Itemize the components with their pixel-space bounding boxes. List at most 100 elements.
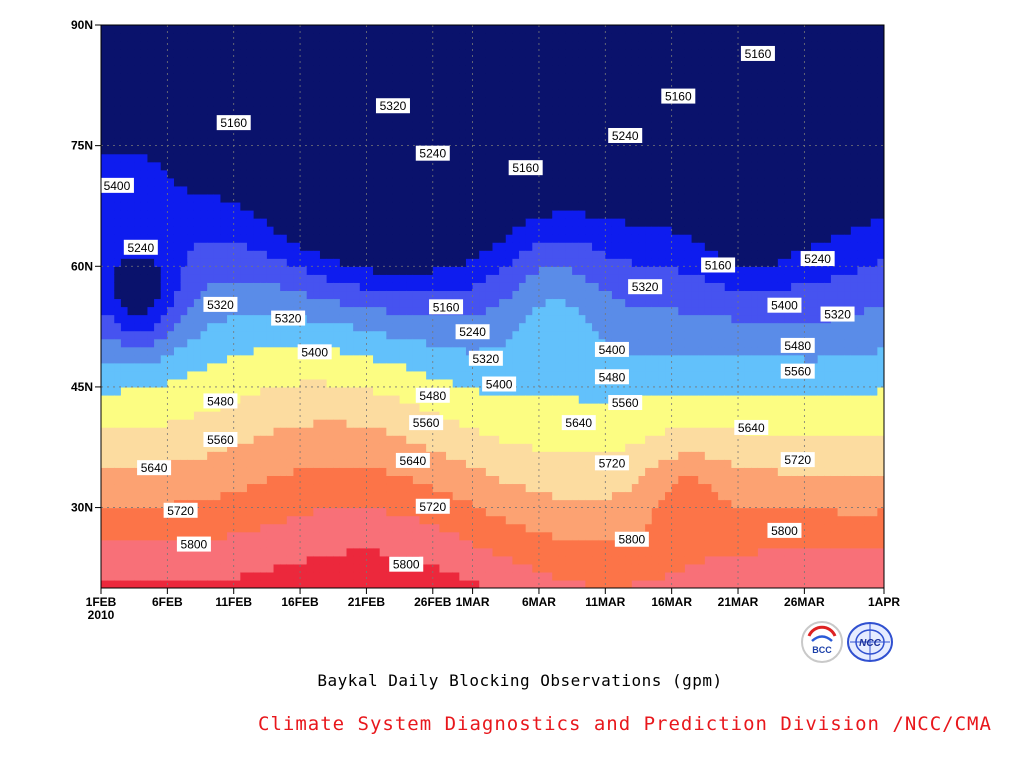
contour-cell [200, 161, 208, 171]
contour-cell [472, 475, 480, 485]
contour-cell [120, 539, 129, 549]
contour-cell [366, 121, 374, 131]
contour-cell [213, 250, 222, 259]
contour-cell [459, 193, 467, 203]
contour-cell [180, 201, 188, 211]
contour-cell [373, 234, 381, 243]
contour-cell [326, 41, 334, 50]
contour-cell [545, 386, 553, 396]
contour-cell [220, 515, 228, 525]
contour-cell [406, 218, 414, 227]
contour-cell [180, 451, 188, 460]
contour-cell [193, 161, 202, 171]
contour-cell [545, 435, 553, 444]
contour-cell [107, 427, 115, 436]
contour-cell [346, 523, 354, 533]
contour-cell [558, 250, 567, 259]
contour-cell [260, 234, 268, 243]
contour-cell [180, 330, 188, 340]
contour-cell [479, 467, 487, 476]
contour-cell [147, 563, 155, 573]
contour-cell [193, 362, 202, 372]
contour-cell [286, 57, 295, 66]
contour-cell [240, 57, 248, 66]
contour-cell [114, 274, 122, 283]
contour-cell [565, 370, 573, 380]
contour-cell [240, 250, 248, 259]
contour-cell [359, 370, 368, 380]
contour-cell [353, 499, 361, 509]
contour-cell [439, 274, 447, 283]
contour-cell [167, 193, 175, 203]
contour-cell [101, 555, 109, 565]
contour-cell [114, 354, 122, 364]
contour-cell [120, 33, 129, 42]
contour-cell [280, 113, 288, 123]
contour-cell [313, 515, 321, 525]
contour-cell [233, 443, 241, 452]
contour-cell [293, 41, 301, 50]
contour-cell [193, 491, 202, 501]
contour-cell [114, 411, 122, 420]
contour-cell [399, 322, 407, 332]
contour-cell [300, 362, 308, 372]
contour-cell [167, 201, 175, 211]
contour-cell [246, 475, 255, 485]
contour-cell [366, 97, 374, 107]
contour-cell [426, 354, 434, 364]
contour-cell [313, 33, 321, 42]
contour-cell [373, 153, 381, 163]
contour-cell [300, 290, 308, 300]
contour-cell [193, 435, 202, 444]
contour-cell [193, 145, 202, 155]
contour-cell [140, 507, 149, 517]
contour-cell [286, 177, 295, 187]
contour-cell [187, 555, 195, 565]
contour-cell [200, 411, 208, 420]
contour-cell [505, 250, 514, 259]
contour-cell [193, 571, 202, 581]
contour-cell [246, 306, 255, 316]
contour-cell [120, 435, 129, 444]
contour-cell [233, 161, 241, 171]
contour-cell [300, 523, 308, 533]
contour-cell [512, 346, 520, 356]
contour-cell [558, 266, 567, 275]
contour-cell [552, 274, 560, 283]
contour-cell [134, 25, 142, 34]
contour-cell [167, 491, 175, 501]
contour-cell [392, 443, 401, 452]
contour-cell [538, 105, 547, 115]
contour-cell [200, 579, 208, 588]
contour-cell [552, 113, 560, 123]
contour-cell [101, 201, 109, 211]
contour-cell [512, 531, 520, 541]
contour-cell [273, 73, 281, 82]
contour-cell [558, 161, 567, 171]
contour-cell [545, 467, 553, 476]
contour-cell [499, 531, 507, 541]
contour-cell [306, 226, 314, 235]
contour-cell [565, 282, 573, 292]
contour-cell [286, 193, 295, 203]
contour-cell [280, 81, 288, 90]
contour-cell [439, 169, 447, 179]
contour-cell [572, 571, 580, 581]
contour-cell [386, 298, 394, 308]
contour-cell [200, 177, 208, 187]
contour-cell [313, 73, 321, 82]
contour-cell [565, 451, 573, 460]
contour-cell [532, 258, 540, 267]
contour-cell [512, 177, 520, 187]
contour-cell [479, 491, 487, 501]
contour-cell [492, 65, 500, 74]
contour-cell [167, 346, 175, 356]
contour-cell [532, 507, 540, 517]
contour-cell [419, 346, 427, 356]
contour-cell [167, 226, 175, 235]
contour-cell [386, 467, 394, 476]
contour-cell [180, 419, 188, 428]
contour-cell [472, 411, 480, 420]
contour-cell [558, 185, 567, 195]
contour-cell [253, 250, 261, 259]
